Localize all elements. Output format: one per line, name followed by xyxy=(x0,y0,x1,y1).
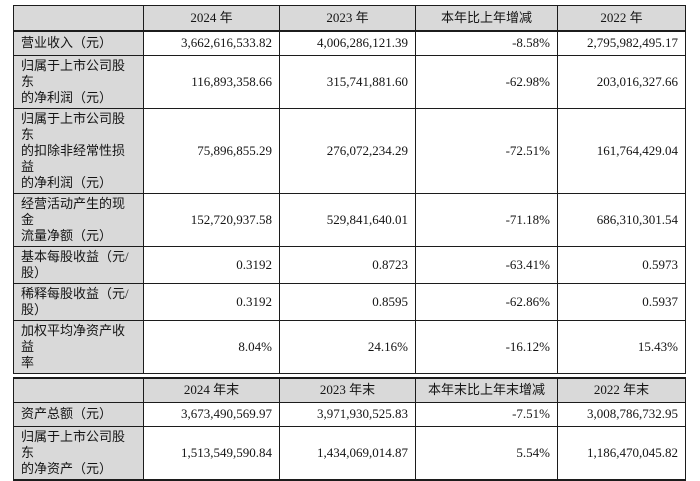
value-cell: 4,006,286,121.39 xyxy=(279,30,416,56)
value-cell: 1,434,069,014.87 xyxy=(279,425,416,481)
change-cell: -16.12% xyxy=(415,320,558,374)
table-row: 资产总额（元） 3,673,490,569.97 3,971,930,525.8… xyxy=(13,401,686,427)
change-cell: -72.51% xyxy=(415,108,558,194)
value-cell: 161,764,429.04 xyxy=(557,108,686,194)
period-end-metrics-table: 2024 年末 2023 年末 本年末比上年末增减 2022 年末 资产总额（元… xyxy=(13,377,686,481)
metric-label-cell: 营业收入（元） xyxy=(13,30,144,56)
value-cell: 152,720,937.58 xyxy=(143,193,280,247)
value-cell: 3,008,786,732.95 xyxy=(557,401,686,427)
value-cell: 0.3192 xyxy=(143,283,280,321)
value-cell: 203,016,327.66 xyxy=(557,55,686,109)
year-end-2023-header: 2023 年末 xyxy=(279,377,416,403)
table-row: 稀释每股收益（元/ 股） 0.3192 0.8595 -62.86% 0.593… xyxy=(13,283,686,321)
financial-summary: 2024 年 2023 年 本年比上年增减 2022 年 营业收入（元） 3,6… xyxy=(13,5,686,481)
metric-label-cell: 资产总额（元） xyxy=(13,401,144,427)
table-row: 加权平均净资产收益 率 8.04% 24.16% -16.12% 15.43% xyxy=(13,320,686,374)
value-cell: 75,896,855.29 xyxy=(143,108,280,194)
value-cell: 3,662,616,533.82 xyxy=(143,30,280,56)
value-cell: 1,513,549,590.84 xyxy=(143,425,280,481)
metric-label-cell: 归属于上市公司股东 的扣除非经常性损益 的净利润（元） xyxy=(13,108,144,194)
table-row: 归属于上市公司股东 的净资产（元） 1,513,549,590.84 1,434… xyxy=(13,425,686,481)
value-cell: 3,673,490,569.97 xyxy=(143,401,280,427)
metric-label-cell: 归属于上市公司股东 的净利润（元） xyxy=(13,55,144,109)
value-cell: 3,971,930,525.83 xyxy=(279,401,416,427)
annual-metrics-table: 2024 年 2023 年 本年比上年增减 2022 年 营业收入（元） 3,6… xyxy=(13,5,686,374)
value-cell: 2,795,982,495.17 xyxy=(557,30,686,56)
value-cell: 116,893,358.66 xyxy=(143,55,280,109)
value-cell: 15.43% xyxy=(557,320,686,374)
value-cell: 8.04% xyxy=(143,320,280,374)
change-cell: -8.58% xyxy=(415,30,558,56)
change-cell: -7.51% xyxy=(415,401,558,427)
year-end-2024-header: 2024 年末 xyxy=(143,377,280,403)
year-2022-header: 2022 年 xyxy=(557,5,686,32)
value-cell: 276,072,234.29 xyxy=(279,108,416,194)
metric-label-cell: 基本每股收益（元/ 股） xyxy=(13,246,144,284)
change-cell: -63.41% xyxy=(415,246,558,284)
value-cell: 0.5973 xyxy=(557,246,686,284)
table-row: 基本每股收益（元/ 股） 0.3192 0.8723 -63.41% 0.597… xyxy=(13,246,686,284)
change-cell: -62.86% xyxy=(415,283,558,321)
table-row: 2024 年末 2023 年末 本年末比上年末增减 2022 年末 xyxy=(13,377,686,403)
year-2023-header: 2023 年 xyxy=(279,5,416,32)
value-cell: 686,310,301.54 xyxy=(557,193,686,247)
corner-cell xyxy=(13,5,144,32)
change-cell: -71.18% xyxy=(415,193,558,247)
value-cell: 0.8723 xyxy=(279,246,416,284)
table-row: 归属于上市公司股东 的扣除非经常性损益 的净利润（元） 75,896,855.2… xyxy=(13,108,686,194)
metric-label-cell: 加权平均净资产收益 率 xyxy=(13,320,144,374)
table-row: 2024 年 2023 年 本年比上年增减 2022 年 xyxy=(13,5,686,32)
value-cell: 529,841,640.01 xyxy=(279,193,416,247)
value-cell: 315,741,881.60 xyxy=(279,55,416,109)
metric-label-cell: 稀释每股收益（元/ 股） xyxy=(13,283,144,321)
year-end-change-header: 本年末比上年末增减 xyxy=(415,377,558,403)
value-cell: 0.5937 xyxy=(557,283,686,321)
value-cell: 0.8595 xyxy=(279,283,416,321)
metric-label-cell: 归属于上市公司股东 的净资产（元） xyxy=(13,425,144,481)
value-cell: 24.16% xyxy=(279,320,416,374)
change-cell: 5.54% xyxy=(415,425,558,481)
value-cell: 0.3192 xyxy=(143,246,280,284)
year-2024-header: 2024 年 xyxy=(143,5,280,32)
change-cell: -62.98% xyxy=(415,55,558,109)
table-row: 营业收入（元） 3,662,616,533.82 4,006,286,121.3… xyxy=(13,30,686,56)
corner-cell xyxy=(13,377,144,403)
metric-label-cell: 经营活动产生的现金 流量净额（元） xyxy=(13,193,144,247)
year-end-2022-header: 2022 年末 xyxy=(557,377,686,403)
yoy-change-header: 本年比上年增减 xyxy=(415,5,558,32)
table-row: 经营活动产生的现金 流量净额（元） 152,720,937.58 529,841… xyxy=(13,193,686,247)
table-row: 归属于上市公司股东 的净利润（元） 116,893,358.66 315,741… xyxy=(13,55,686,109)
value-cell: 1,186,470,045.82 xyxy=(557,425,686,481)
